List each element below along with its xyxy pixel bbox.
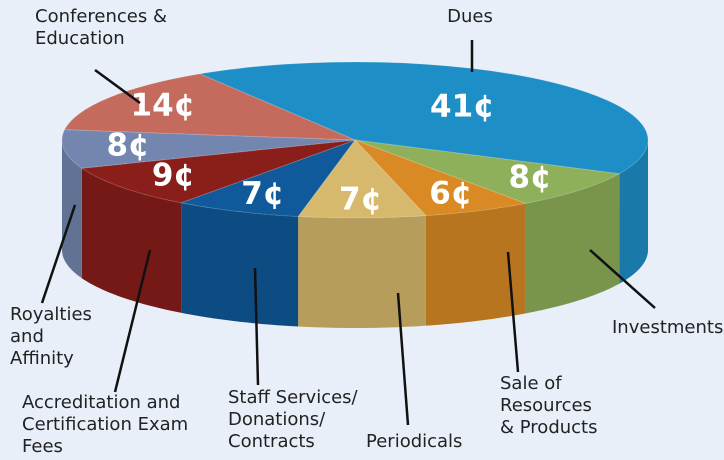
value-label: 8¢ (106, 128, 149, 164)
category-label: Sale of Resources & Products (500, 373, 597, 438)
leader-line (506, 251, 520, 373)
slice-side (298, 215, 426, 328)
category-label: Royalties and Affinity (10, 304, 92, 369)
category-label: Investments (612, 317, 723, 338)
slice-side (425, 203, 526, 326)
leader-line (396, 292, 410, 426)
slice (61, 129, 356, 169)
slice-side (181, 202, 299, 327)
leader-line (40, 204, 77, 304)
slice-side-shade (525, 173, 620, 314)
value-label: 7¢ (339, 181, 382, 217)
leader-line (589, 249, 656, 309)
slice-side-shade (298, 215, 426, 328)
slice (197, 61, 649, 175)
category-label: Dues (447, 6, 493, 27)
slice-side (619, 140, 648, 284)
slice-side-shade (62, 140, 82, 279)
leader-line (253, 267, 260, 386)
slice-side-shade (81, 168, 182, 313)
slice (354, 139, 528, 217)
slice-side-shade (619, 140, 648, 284)
slice (63, 73, 356, 141)
slice (297, 139, 427, 219)
value-label: 14¢ (131, 88, 196, 124)
category-label: Periodicals (366, 431, 462, 452)
category-label: Staff Services/Donations/Contracts (228, 387, 359, 452)
leader-line (113, 249, 152, 393)
slice (179, 138, 357, 218)
value-label: 41¢ (430, 89, 495, 125)
slice (80, 139, 356, 204)
value-label: 8¢ (509, 160, 552, 196)
slice-side (81, 168, 182, 313)
slice (354, 139, 621, 204)
slice-side (62, 140, 82, 279)
slice-side-shade (425, 203, 526, 326)
slice-side (525, 173, 620, 314)
category-label: Conferences & Education (35, 6, 167, 49)
slice-side-shade (181, 202, 299, 327)
category-label: Accreditation and Certification Exam Fees (22, 392, 188, 457)
value-label: 9¢ (152, 157, 195, 193)
leader-line (94, 68, 141, 105)
value-label: 7¢ (241, 176, 284, 212)
value-label: 6¢ (429, 176, 472, 212)
